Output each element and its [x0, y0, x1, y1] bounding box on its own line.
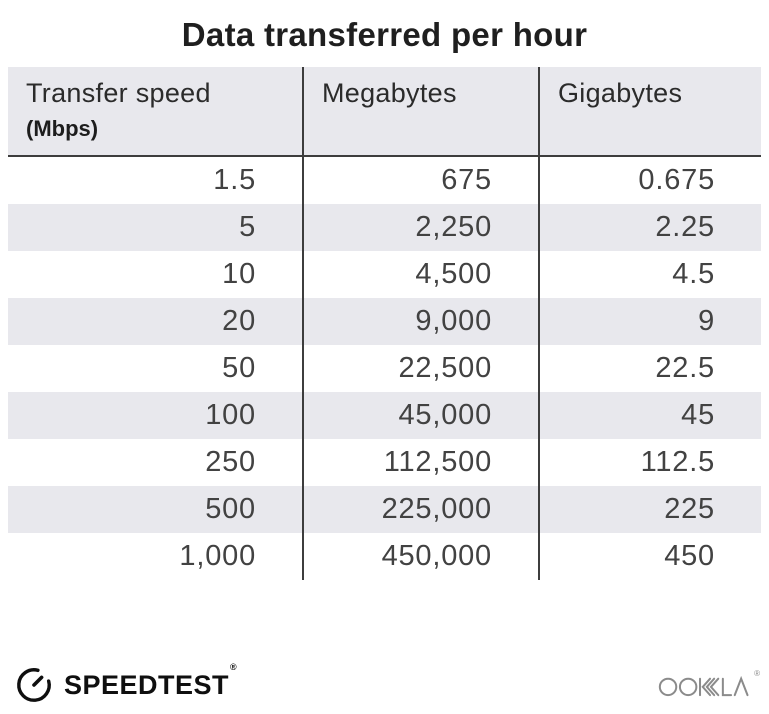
cell-gigabytes: 0.675	[638, 164, 715, 196]
table-header-row: Transfer speed (Mbps) Megabytes Gigabyte…	[8, 67, 761, 157]
header-transfer-speed-unit: (Mbps)	[26, 116, 99, 141]
cell-transfer-speed: 50	[8, 345, 304, 392]
cell-megabytes: 675	[304, 157, 540, 204]
footer: SPEEDTEST® ®	[15, 661, 760, 704]
table-row: 250 112,500 112.5	[8, 439, 761, 486]
cell-transfer-speed: 5	[8, 204, 304, 251]
cell-gigabytes: 225	[664, 493, 715, 525]
cell-megabytes: 450,000	[304, 533, 540, 580]
cell-transfer-speed: 20	[8, 298, 304, 345]
cell-megabytes: 4,500	[304, 251, 540, 298]
ookla-wordmark-icon	[658, 671, 753, 701]
speedtest-logo: SPEEDTEST®	[15, 661, 238, 704]
header-transfer-speed: Transfer speed (Mbps)	[8, 67, 304, 155]
cell-megabytes: 9,000	[304, 298, 540, 345]
table-row: 1.5 675 0.675	[8, 157, 761, 204]
cell-transfer-speed: 1.5	[8, 157, 304, 204]
cell-gigabytes: 9	[698, 305, 715, 337]
cell-transfer-speed: 250	[8, 439, 304, 486]
cell-transfer-speed: 10	[8, 251, 304, 298]
cell-gigabytes: 450	[664, 540, 715, 572]
cell-megabytes: 22,500	[304, 345, 540, 392]
table-row: 10 4,500 4.5	[8, 251, 761, 298]
table-row: 20 9,000 9	[8, 298, 761, 345]
header-megabytes-label: Megabytes	[322, 78, 457, 108]
cell-megabytes: 225,000	[304, 486, 540, 533]
cell-megabytes: 112,500	[304, 439, 540, 486]
table-body: 1.5 675 0.675 5 2,250 2.25 10 4,500 4.5 20 9,000 9 5…	[8, 157, 761, 580]
cell-megabytes: 45,000	[304, 392, 540, 439]
table-row: 1,000 450,000 450	[8, 533, 761, 580]
cell-gigabytes: 22.5	[655, 352, 715, 384]
cell-transfer-speed: 100	[8, 392, 304, 439]
data-table: Transfer speed (Mbps) Megabytes Gigabyte…	[8, 67, 761, 580]
header-gigabytes: Gigabytes	[540, 67, 761, 155]
table-row: 500 225,000 225	[8, 486, 761, 533]
cell-transfer-speed: 1,000	[8, 533, 304, 580]
header-gigabytes-label: Gigabytes	[558, 78, 683, 108]
table-row: 100 45,000 45	[8, 392, 761, 439]
table-row: 50 22,500 22.5	[8, 345, 761, 392]
cell-gigabytes: 45	[681, 399, 715, 431]
cell-gigabytes: 4.5	[672, 258, 715, 290]
speedtest-gauge-icon	[15, 666, 53, 704]
cell-transfer-speed: 500	[8, 486, 304, 533]
page-title: Data transferred per hour	[181, 16, 588, 53]
speedtest-wordmark: SPEEDTEST®	[64, 661, 238, 700]
ookla-registered-mark: ®	[754, 669, 760, 678]
speedtest-registered-mark: ®	[230, 661, 238, 672]
cell-gigabytes: 2.25	[655, 211, 715, 243]
cell-gigabytes: 112.5	[640, 446, 715, 478]
cell-megabytes: 2,250	[304, 204, 540, 251]
header-megabytes: Megabytes	[304, 67, 540, 155]
table-row: 5 2,250 2.25	[8, 204, 761, 251]
header-transfer-speed-label: Transfer speed	[26, 78, 211, 108]
ookla-logo: ®	[658, 669, 760, 704]
